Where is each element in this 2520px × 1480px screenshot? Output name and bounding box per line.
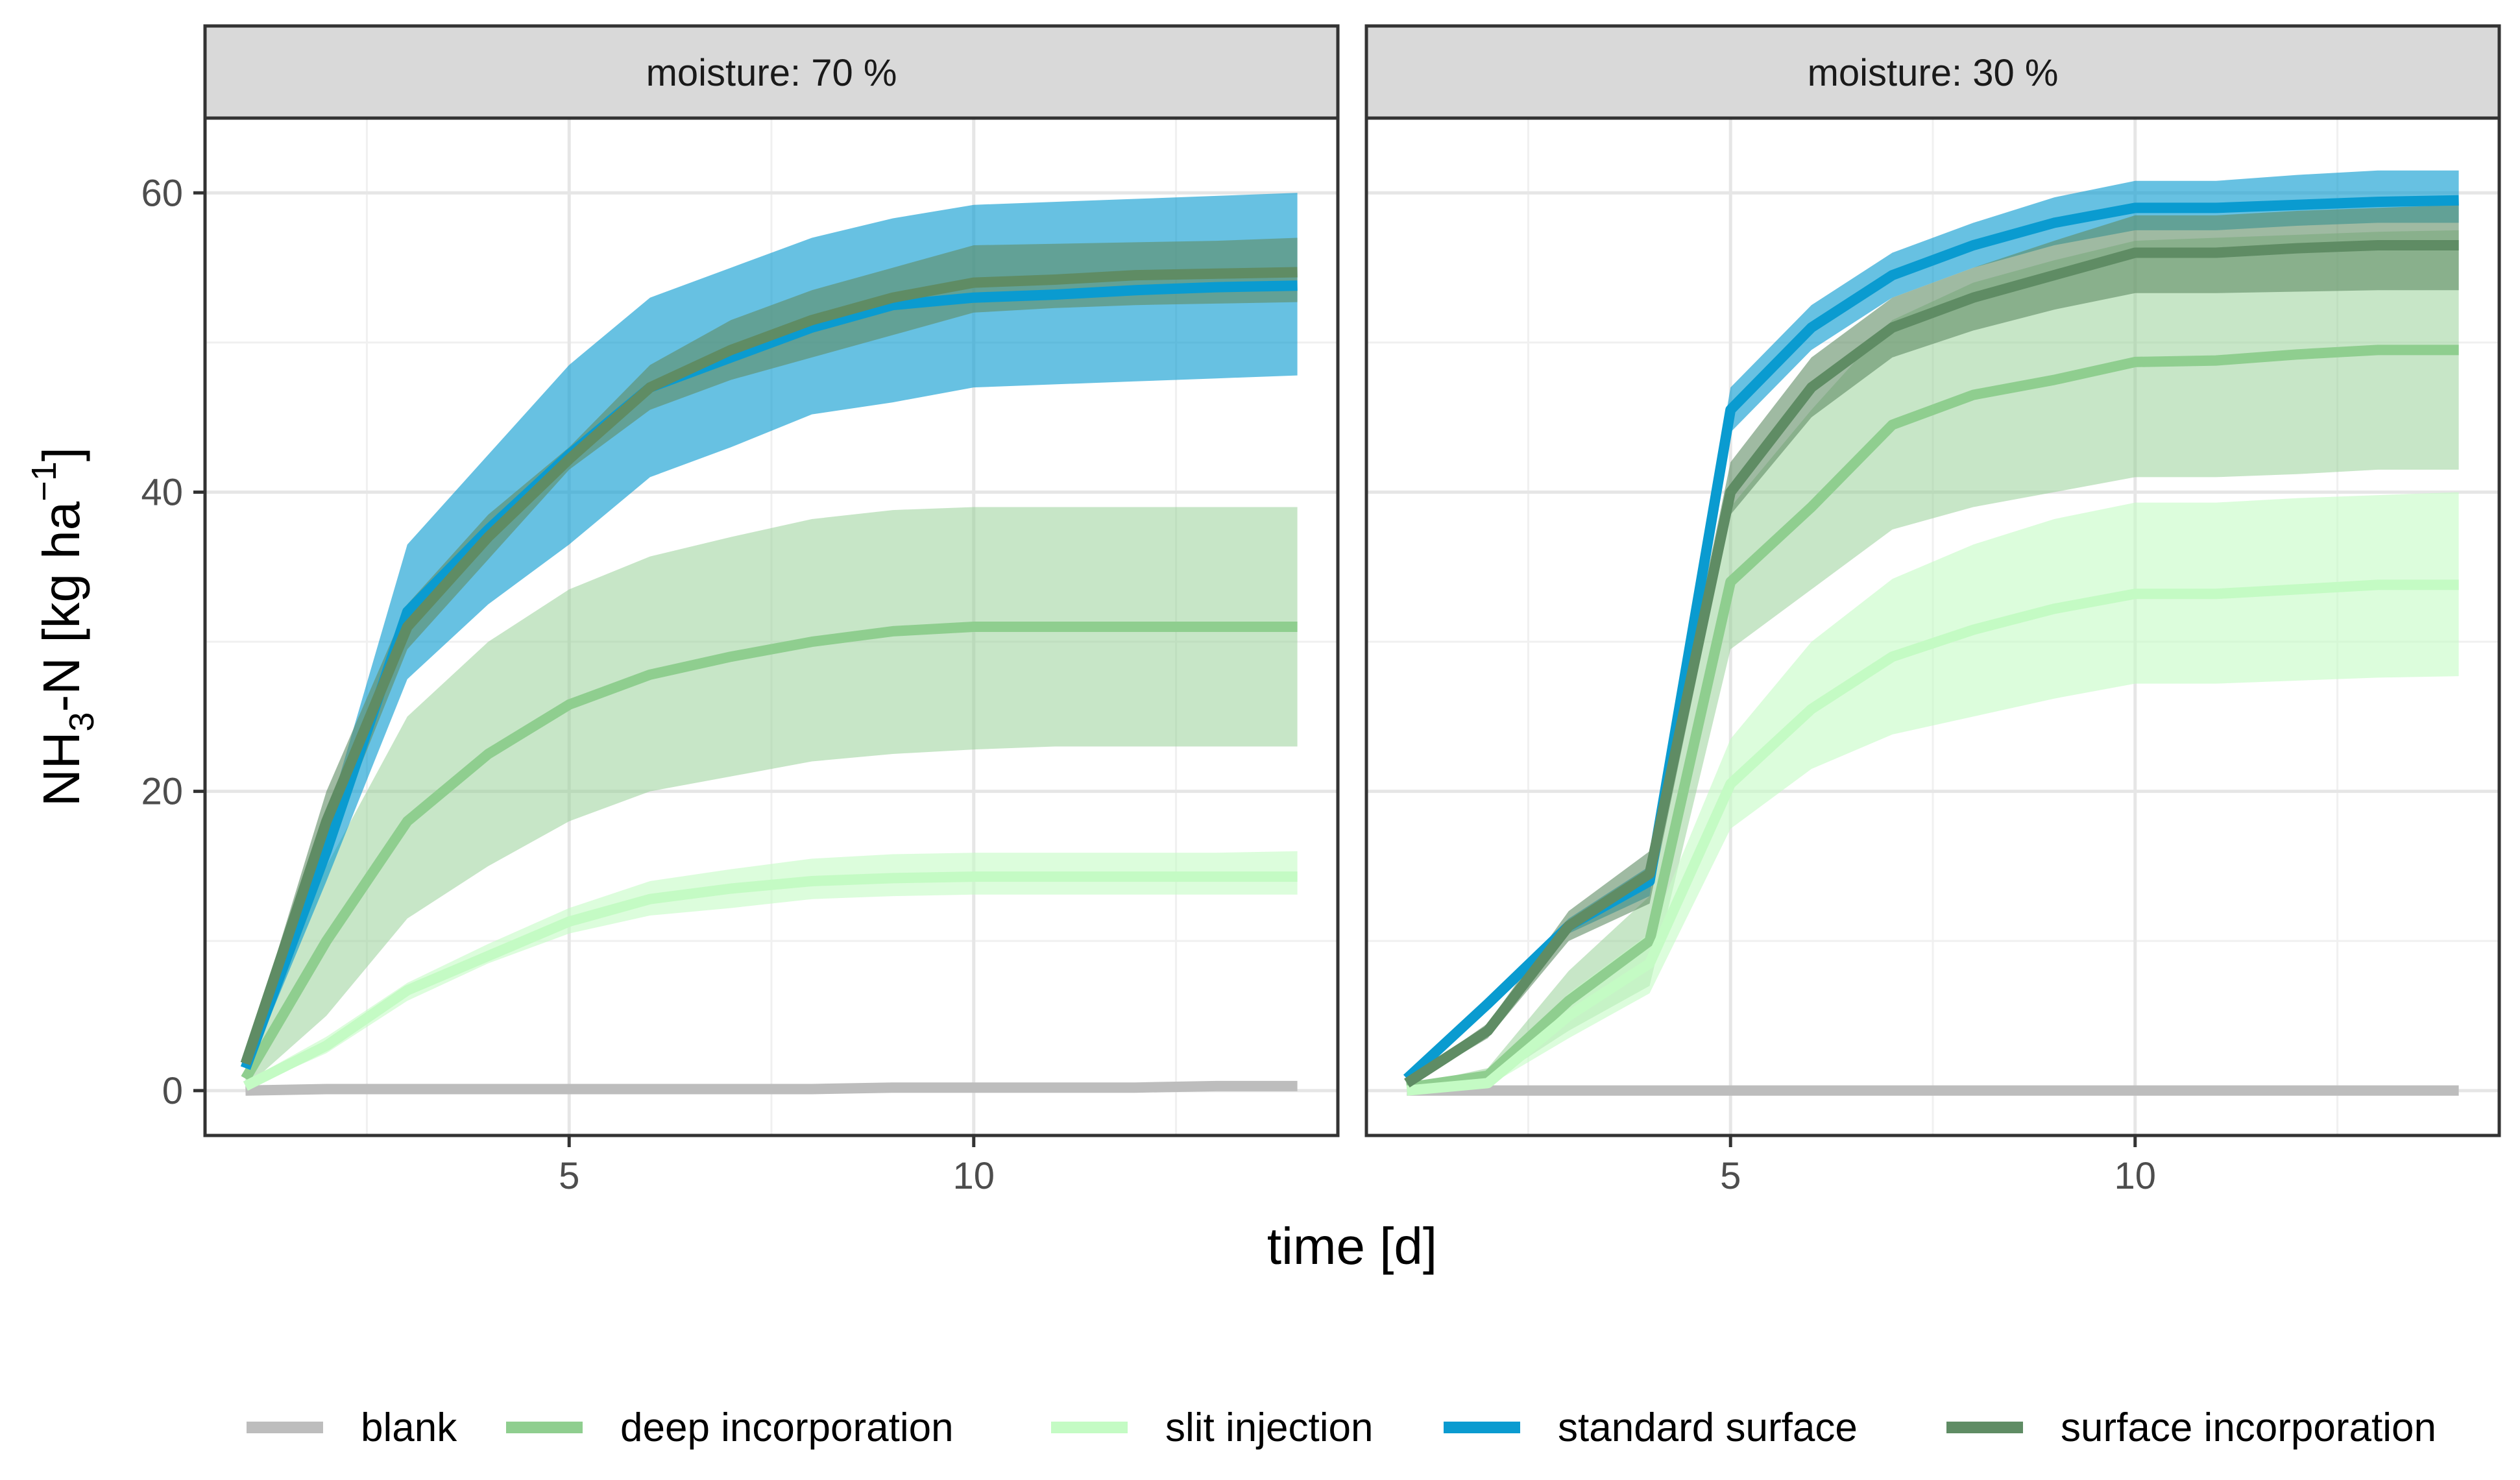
x-axis-title: time [d] [1267, 1217, 1437, 1275]
legend-label: deep incorporation [620, 1405, 954, 1450]
panel-border [1364, 116, 2501, 1137]
legend-item-surface-incorporation: surface incorporation [1946, 1405, 2436, 1450]
legend-item-standard-surface: standard surface [1444, 1405, 1858, 1450]
series-line-deep-incorporation [1406, 345, 2459, 1093]
panel-moisture-70: moisture: 70 % 5 10 0 20 40 60 [141, 24, 1340, 1197]
y-axis-title: NH3-N [kg ha−1] [25, 447, 101, 807]
panel-strip [203, 24, 1340, 120]
series-line-slit-injection [243, 871, 1298, 1091]
panel-strip-label: moisture: 30 % [1808, 52, 2059, 94]
legend-label: blank [361, 1405, 457, 1450]
series-line-surface-incorporation [1404, 240, 2459, 1088]
x-tick-label: 10 [953, 1155, 995, 1197]
legend-label: surface incorporation [2061, 1405, 2436, 1450]
y-tick-label: 0 [162, 1070, 183, 1112]
panel-lines [1403, 195, 2459, 1096]
series-line-slit-injection [1406, 579, 2459, 1096]
legend-item-blank: blank [247, 1405, 457, 1450]
panel-border [203, 116, 1340, 1137]
legend-label: slit injection [1165, 1405, 1373, 1450]
legend-item-deep-incorporation: deep incorporation [506, 1405, 954, 1450]
panel-y-axis-ticks: 0 20 40 60 [141, 172, 205, 1112]
y-tick-label: 60 [141, 172, 183, 214]
x-tick-label: 5 [559, 1155, 579, 1197]
x-tick-label: 5 [1720, 1155, 1741, 1197]
panel-x-axis-ticks: 5 10 [1720, 1135, 2156, 1197]
y-tick-label: 20 [141, 771, 183, 813]
legend-item-slit-injection: slit injection [1051, 1405, 1373, 1450]
legend-label: standard surface [1558, 1405, 1858, 1450]
x-tick-label: 10 [2114, 1155, 2157, 1197]
panel-strip [1364, 24, 2501, 120]
series-line-blank [245, 1080, 1298, 1096]
panel-strip-label: moisture: 70 % [646, 52, 897, 94]
panel-x-axis-ticks: 5 10 [559, 1135, 995, 1197]
series-line-standard-surface [240, 280, 1298, 1070]
panel-moisture-30: moisture: 30 % 5 10 [1364, 24, 2501, 1197]
ribbon-slit-injection [1407, 492, 2459, 1091]
series-line-deep-incorporation [241, 622, 1298, 1082]
y-tick-label: 40 [141, 471, 183, 513]
panel-lines [240, 267, 1298, 1096]
legend: blank deep incorporation slit injection sta… [247, 1405, 2436, 1450]
series-line-surface-incorporation [240, 267, 1298, 1065]
ribbon-deep-incorporation [245, 507, 1298, 1088]
